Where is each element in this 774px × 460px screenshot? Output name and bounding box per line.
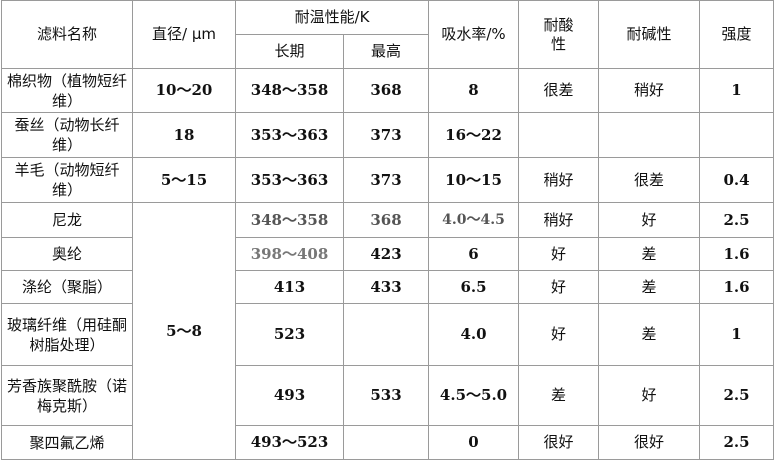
cell-alkali: 差 — [598, 303, 701, 366]
cell-absorb: 8 — [428, 68, 520, 113]
cell-max: 533 — [342, 365, 430, 426]
cell-name: 涤纶（聚脂） — [1, 270, 133, 304]
header-acid: 耐酸性 — [518, 0, 600, 69]
cell-long: 523 — [235, 303, 344, 366]
table-row: 羊毛（动物短纤维） 5～15 353～363 373 10～15 稍好 很差 0… — [1, 157, 774, 203]
header-name: 滤料名称 — [1, 0, 133, 69]
cell-name: 奥纶 — [1, 237, 133, 271]
cell-long: 493～523 — [235, 425, 344, 460]
cell-max: 368 — [342, 202, 430, 238]
cell-max — [342, 425, 430, 460]
cell-long: 398～408 — [235, 237, 344, 271]
cell-alkali — [598, 112, 701, 158]
table-row: 蚕丝（动物长纤维） 18 353～363 373 16～22 — [1, 112, 774, 158]
header-absorption: 吸水率/% — [428, 0, 520, 69]
cell-max: 373 — [342, 157, 430, 203]
cell-long: 348～358 — [235, 202, 344, 238]
cell-acid: 很好 — [518, 425, 600, 460]
cell-name: 芳香族聚酰胺（诺梅克斯） — [1, 365, 133, 426]
table-row: 芳香族聚酰胺（诺梅克斯） 493 533 4.5～5.0 差 好 2.5 — [1, 365, 774, 426]
cell-strength: 2.5 — [699, 425, 774, 460]
header-diameter: 直径/ μm — [132, 0, 236, 69]
table-row: 聚四氟乙烯 493～523 0 很好 很好 2.5 — [1, 425, 774, 460]
cell-diameter: 18 — [132, 112, 236, 158]
table-row: 棉织物（植物短纤维） 10～20 348～358 368 8 很差 稍好 1 — [1, 68, 774, 113]
header-strength: 强度 — [699, 0, 774, 69]
cell-acid: 好 — [518, 303, 600, 366]
cell-alkali: 好 — [598, 202, 701, 238]
cell-name: 尼龙 — [1, 202, 133, 238]
cell-strength: 1 — [699, 68, 774, 113]
cell-name: 聚四氟乙烯 — [1, 425, 133, 460]
cell-name: 蚕丝（动物长纤维） — [1, 112, 133, 158]
cell-name: 棉织物（植物短纤维） — [1, 68, 133, 113]
cell-long: 493 — [235, 365, 344, 426]
cell-alkali: 差 — [598, 270, 701, 304]
cell-absorb: 6.5 — [428, 270, 520, 304]
cell-long: 348～358 — [235, 68, 344, 113]
cell-strength: 0.4 — [699, 157, 774, 203]
cell-acid: 很差 — [518, 68, 600, 113]
table-row: 奥纶 398～408 423 6 好 差 1.6 — [1, 237, 774, 271]
cell-strength — [699, 112, 774, 158]
header-temperature: 耐温性能/K — [234, 0, 430, 35]
cell-absorb: 10～15 — [428, 157, 520, 203]
cell-max: 373 — [342, 112, 430, 158]
cell-strength: 2.5 — [699, 202, 774, 238]
cell-acid: 好 — [518, 237, 600, 271]
cell-acid: 好 — [518, 270, 600, 304]
cell-long: 353～363 — [235, 157, 344, 203]
cell-diameter: 5～8 — [132, 202, 236, 460]
cell-diameter: 5～15 — [132, 157, 236, 203]
cell-acid: 稍好 — [518, 157, 600, 203]
cell-max: 368 — [342, 68, 430, 113]
header-row: 滤料名称 直径/ μm 耐温性能/K 吸水率/% 耐酸性 耐碱性 强度 — [1, 0, 774, 69]
header-alkali: 耐碱性 — [598, 0, 701, 69]
table-row: 玻璃纤维（用硅酮树脂处理） 523 4.0 好 差 1 — [1, 303, 774, 366]
cell-long: 413 — [235, 270, 344, 304]
cell-strength: 1.6 — [699, 237, 774, 271]
cell-absorb: 0 — [428, 425, 520, 460]
cell-diameter: 10～20 — [132, 68, 236, 113]
subheader-row: 长期 最高 — [2, 34, 774, 69]
cell-strength: 1 — [699, 303, 774, 366]
cell-acid — [518, 112, 600, 158]
cell-name: 羊毛（动物短纤维） — [1, 157, 133, 203]
cell-absorb: 6 — [428, 237, 520, 271]
cell-name: 玻璃纤维（用硅酮树脂处理） — [1, 303, 133, 366]
cell-alkali: 好 — [598, 365, 701, 426]
header-temp-max: 最高 — [342, 34, 430, 69]
table-row: 尼龙 5～8 348～358 368 4.0～4.5 稍好 好 2.5 — [1, 202, 774, 460]
cell-strength: 1.6 — [699, 270, 774, 304]
cell-acid: 稍好 — [518, 202, 600, 238]
cell-absorb: 4.0～4.5 — [428, 202, 520, 238]
cell-absorb: 4.0 — [428, 303, 520, 366]
cell-max: 423 — [342, 237, 430, 271]
cell-alkali: 稍好 — [598, 68, 701, 113]
cell-alkali: 很差 — [598, 157, 701, 203]
cell-strength: 2.5 — [699, 365, 774, 426]
cell-max — [342, 303, 430, 366]
cell-alkali: 差 — [598, 237, 701, 271]
cell-absorb: 16～22 — [428, 112, 520, 158]
cell-alkali: 很好 — [598, 425, 701, 460]
cell-acid: 差 — [518, 365, 600, 426]
cell-absorb: 4.5～5.0 — [428, 365, 520, 426]
table-row: 涤纶（聚脂） 413 433 6.5 好 差 1.6 — [1, 270, 774, 304]
cell-long: 353～363 — [235, 112, 344, 158]
cell-max: 433 — [342, 270, 430, 304]
header-temp-long: 长期 — [235, 34, 344, 69]
